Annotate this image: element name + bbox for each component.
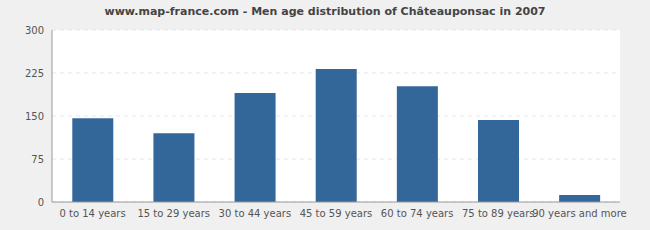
svg-text:90 years and more: 90 years and more [532,208,627,219]
svg-text:150: 150 [25,111,44,122]
svg-text:0 to 14 years: 0 to 14 years [59,208,125,219]
svg-text:300: 300 [25,25,44,36]
svg-text:0: 0 [38,197,44,208]
svg-text:75: 75 [31,154,44,165]
svg-text:225: 225 [25,68,44,79]
svg-text:15 to 29 years: 15 to 29 years [137,208,210,219]
svg-text:60 to 74 years: 60 to 74 years [381,208,454,219]
svg-text:75 to 89 years: 75 to 89 years [462,208,535,219]
svg-text:45 to 59 years: 45 to 59 years [300,208,373,219]
svg-text:30 to 44 years: 30 to 44 years [219,208,292,219]
html-text:www.map-france.com - Men age d: www.map-france.com - Men age distributio… [104,5,546,18]
